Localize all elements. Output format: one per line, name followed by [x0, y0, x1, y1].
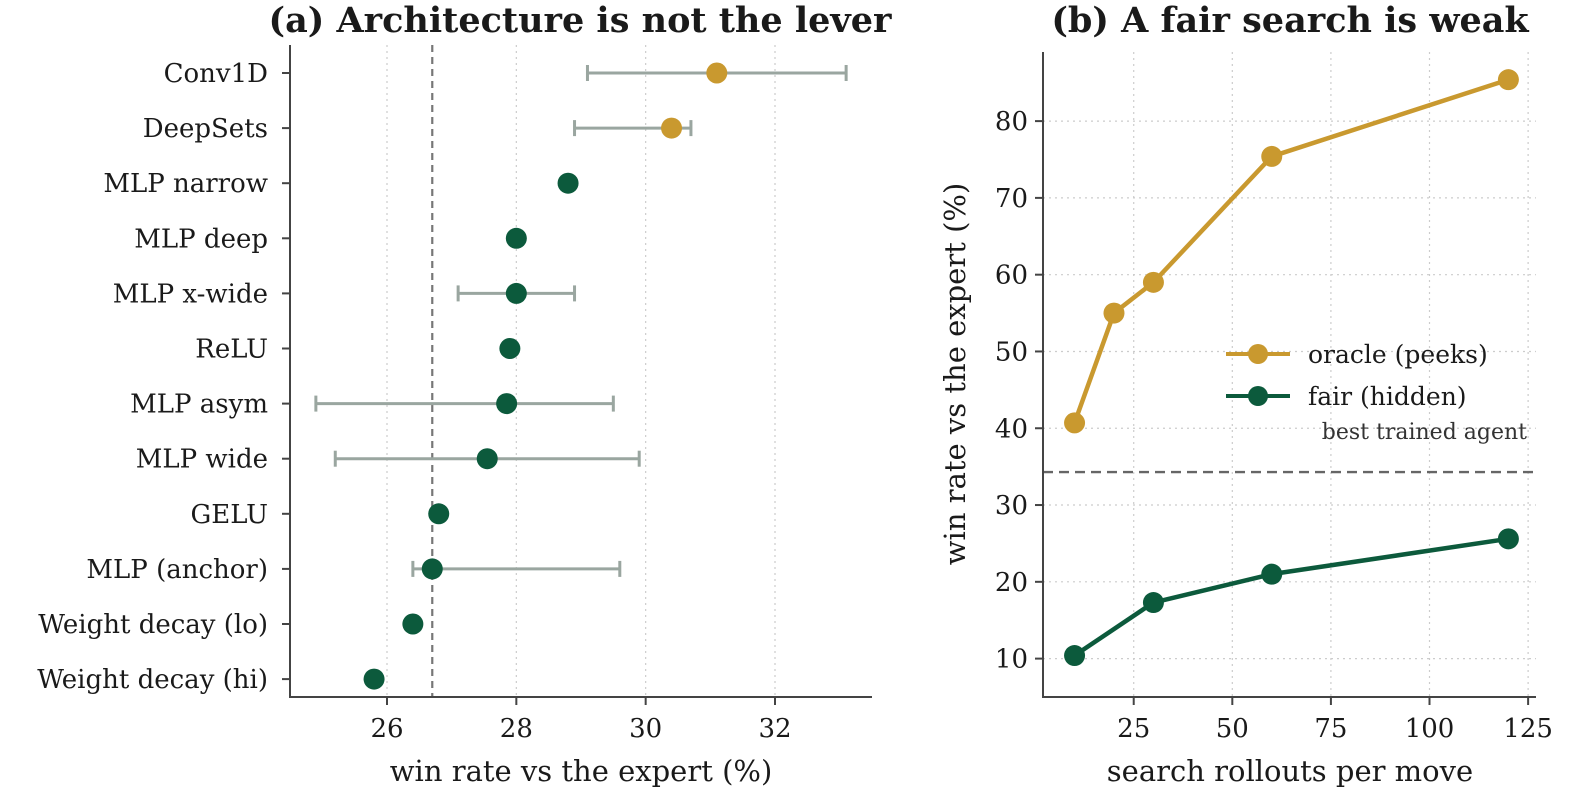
category-label-mlp-wide: MLP wide [136, 445, 268, 475]
category-label-deepsets: DeepSets [143, 114, 268, 144]
panel-a-axes [289, 45, 872, 698]
series-point-fair-hidden [1497, 528, 1519, 550]
series-point-oracle-peeks [1064, 412, 1086, 434]
category-label-weight-decay-hi: Weight decay (hi) [37, 665, 268, 695]
point-deepsets [661, 117, 683, 139]
panel-b-xlabel: search rollouts per move [1107, 754, 1473, 788]
point-mlp-deep [505, 227, 527, 249]
x-tick-label: 28 [500, 714, 533, 744]
x-tick-label: 26 [370, 714, 403, 744]
panel-a-title: (a) Architecture is not the lever [269, 0, 892, 41]
series-point-fair-hidden [1261, 563, 1283, 585]
point-mlp-x-wide [505, 282, 527, 304]
legend-oracle-marker [1248, 344, 1268, 364]
y-tick-label: 50 [995, 337, 1028, 367]
category-label-mlp-asym: MLP asym [130, 390, 268, 420]
category-label-relu: ReLU [195, 335, 268, 365]
panel-b-ylabel: win rate vs the expert (%) [938, 183, 972, 566]
point-mlp-asym [496, 393, 518, 415]
point-weight-decay-lo [402, 613, 424, 635]
panel-a-gridlines [386, 45, 776, 697]
y-tick-label: 20 [995, 568, 1028, 598]
series-point-oracle-peeks [1497, 69, 1519, 91]
x-tick-label: 75 [1314, 714, 1347, 744]
category-label-mlp-deep: MLP deep [134, 224, 268, 254]
y-tick-label: 40 [995, 414, 1028, 444]
legend-fair-label: fair (hidden) [1308, 382, 1467, 411]
point-mlp-anchor [421, 558, 443, 580]
series-point-fair-hidden [1142, 592, 1164, 614]
series-point-fair-hidden [1064, 645, 1086, 667]
point-relu [499, 338, 521, 359]
x-tick-label: 100 [1405, 714, 1455, 744]
panel-b-series [1064, 69, 1519, 667]
y-tick-label: 80 [995, 107, 1028, 137]
y-tick-label: 30 [995, 491, 1028, 521]
panel-a-xlabel: win rate vs the expert (%) [390, 754, 773, 788]
category-label-gelu: GELU [190, 500, 268, 530]
panel-b-y-ticks: 10 20 30 40 50 60 70 80 [995, 107, 1043, 675]
category-label-weight-decay-lo: Weight decay (lo) [38, 610, 268, 640]
category-label-mlp-anchor: MLP (anchor) [86, 555, 268, 585]
panel-b-title: (b) A fair search is weak [1051, 0, 1529, 41]
series-line-oracle-peeks [1072, 77, 1510, 424]
y-tick-label: 10 [995, 645, 1028, 675]
point-mlp-narrow [557, 172, 579, 194]
point-gelu [428, 503, 450, 525]
series-line-fair-hidden [1073, 536, 1509, 658]
panel-b: (b) A fair search is weak 10 20 30 40 50 60 70… [938, 0, 1553, 788]
x-tick-label: 25 [1117, 714, 1150, 744]
reference-line-label: best trained agent [1322, 420, 1527, 445]
legend-oracle-label: oracle (peeks) [1308, 340, 1488, 369]
x-tick-label: 125 [1503, 714, 1553, 744]
y-tick-label: 70 [995, 184, 1028, 214]
y-tick-label: 60 [995, 261, 1028, 291]
category-label-mlp-narrow: MLP narrow [103, 169, 268, 199]
category-label-mlp-x-wide: MLP x-wide [113, 279, 268, 309]
panel-b-axes [1042, 52, 1536, 698]
panel-a-category-labels: Conv1D DeepSets MLP narrow MLP deep MLP x-wi… [37, 59, 290, 695]
panel-a-errorbars [314, 65, 848, 577]
panel-a-points [363, 62, 728, 690]
x-tick-label: 30 [629, 714, 662, 744]
point-mlp-wide [476, 448, 498, 470]
category-label-conv1d: Conv1D [164, 59, 268, 89]
x-tick-label: 32 [758, 714, 791, 744]
panel-b-gridlines [1043, 52, 1536, 697]
panel-b-x-ticks: 25 50 75 100 125 [1117, 697, 1553, 744]
series-point-oracle-peeks [1261, 145, 1283, 167]
point-conv1d [706, 62, 728, 84]
point-weight-decay-hi [363, 668, 385, 690]
x-tick-label: 50 [1216, 714, 1249, 744]
panel-b-legend: oracle (peeks) fair (hidden) best traine… [1226, 340, 1527, 445]
panel-a-x-ticks: 26 28 30 32 [370, 697, 792, 744]
legend-fair-marker [1248, 386, 1268, 406]
series-point-oracle-peeks [1103, 302, 1125, 324]
panel-a: (a) Architecture is not the lever Conv1D… [37, 0, 892, 788]
series-point-oracle-peeks [1142, 271, 1164, 293]
